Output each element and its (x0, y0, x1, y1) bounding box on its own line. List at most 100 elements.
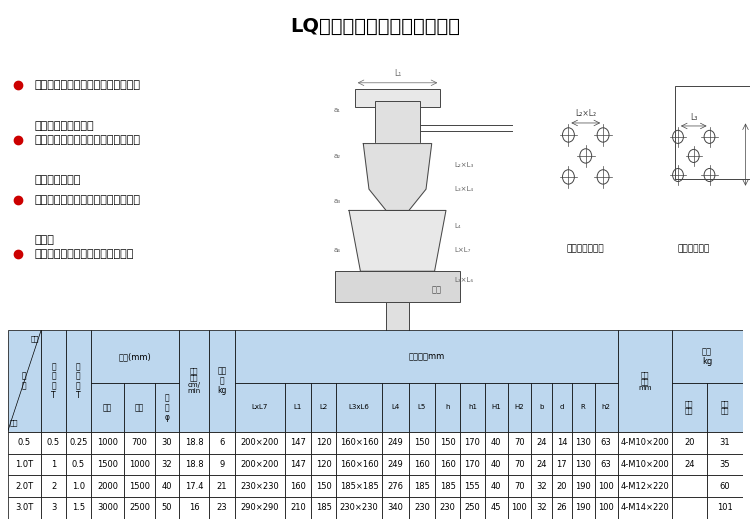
Text: 24: 24 (536, 460, 547, 469)
Text: 手摇
力
kg: 手摇 力 kg (217, 367, 226, 395)
Bar (66, 454, 91, 475)
Text: 4-M10×200: 4-M10×200 (620, 460, 669, 469)
Text: 147: 147 (290, 439, 306, 447)
Text: 70: 70 (514, 439, 525, 447)
Bar (66, 432, 91, 454)
Bar (508, 383, 531, 432)
Text: 160: 160 (290, 482, 306, 490)
Bar (675, 86, 750, 179)
Bar (336, 475, 382, 497)
Text: h: h (446, 405, 450, 410)
Bar (154, 383, 179, 432)
Text: H1: H1 (491, 405, 501, 410)
Bar (8, 432, 41, 454)
Text: 作用。: 作用。 (34, 235, 54, 245)
Bar (460, 454, 484, 475)
Bar (386, 302, 409, 341)
Text: 185: 185 (316, 504, 332, 512)
Bar (531, 497, 552, 519)
Bar (8, 330, 41, 432)
Bar (179, 432, 209, 454)
Text: 20: 20 (556, 482, 567, 490)
Text: 1500: 1500 (97, 460, 118, 469)
Text: 230×230: 230×230 (340, 504, 379, 512)
Text: 3.0T: 3.0T (15, 504, 34, 512)
Bar (707, 497, 742, 519)
Bar (672, 330, 742, 383)
Text: 1.5: 1.5 (72, 504, 85, 512)
Text: 120: 120 (316, 460, 332, 469)
Bar (91, 497, 124, 519)
Text: 185: 185 (414, 482, 430, 490)
Bar (91, 475, 124, 497)
Bar (531, 475, 552, 497)
Text: 24: 24 (684, 460, 694, 469)
Bar (707, 454, 742, 475)
Text: 6: 6 (219, 439, 224, 447)
Text: 185×185: 185×185 (340, 482, 379, 490)
Bar (41, 497, 66, 519)
Text: 200×200: 200×200 (241, 460, 279, 469)
Text: 1500: 1500 (129, 482, 150, 490)
Text: 130: 130 (575, 439, 591, 447)
Bar (382, 454, 409, 475)
Text: 147: 147 (290, 460, 306, 469)
Bar (334, 271, 460, 302)
Bar (484, 497, 508, 519)
Text: a₃: a₃ (334, 198, 340, 204)
Text: 63: 63 (601, 460, 611, 469)
Text: 1000: 1000 (97, 439, 118, 447)
Bar (618, 330, 672, 432)
Bar (572, 454, 595, 475)
Text: 160: 160 (414, 460, 430, 469)
Text: 26: 26 (556, 504, 567, 512)
Text: 14: 14 (556, 439, 567, 447)
Bar (179, 330, 209, 432)
Text: 此装置用于启闭人力操作的小吨位闸: 此装置用于启闭人力操作的小吨位闸 (34, 80, 140, 90)
Text: 249: 249 (388, 460, 404, 469)
Bar (409, 497, 435, 519)
Text: 18.8: 18.8 (184, 460, 203, 469)
Bar (66, 330, 91, 432)
Text: 闭
门
力
T: 闭 门 力 T (76, 362, 81, 400)
Text: 扣长: 扣长 (135, 403, 144, 412)
Text: 230: 230 (414, 504, 430, 512)
Bar (311, 475, 336, 497)
Bar (209, 475, 235, 497)
Polygon shape (363, 144, 432, 211)
Bar (552, 497, 572, 519)
Bar (209, 497, 235, 519)
Bar (336, 497, 382, 519)
Bar (8, 454, 41, 475)
Bar (672, 475, 707, 497)
Text: 参
数: 参 数 (22, 372, 27, 390)
Bar (618, 454, 672, 475)
Bar (41, 432, 66, 454)
Bar (552, 475, 572, 497)
Bar (91, 330, 179, 383)
Bar (508, 497, 531, 519)
Bar (382, 497, 409, 519)
Bar (595, 497, 618, 519)
Bar (235, 475, 285, 497)
Text: a₁: a₁ (334, 107, 340, 113)
Text: 40: 40 (162, 482, 172, 490)
Bar (311, 383, 336, 432)
Text: L₃×L₄: L₃×L₄ (454, 186, 474, 192)
Bar (336, 383, 382, 432)
Text: 地脚
螺杆
mm: 地脚 螺杆 mm (638, 371, 652, 391)
Text: 30: 30 (161, 439, 172, 447)
Text: a₂: a₂ (333, 152, 340, 159)
Text: H2: H2 (514, 405, 524, 410)
Bar (618, 475, 672, 497)
Bar (209, 454, 235, 475)
Polygon shape (349, 211, 446, 271)
Bar (595, 475, 618, 497)
Text: 190: 190 (575, 504, 591, 512)
Bar (311, 454, 336, 475)
Text: 加带
机座: 加带 机座 (721, 401, 729, 414)
Bar (235, 497, 285, 519)
Text: 100: 100 (512, 504, 527, 512)
Text: L4: L4 (392, 405, 400, 410)
Text: 40: 40 (491, 460, 502, 469)
